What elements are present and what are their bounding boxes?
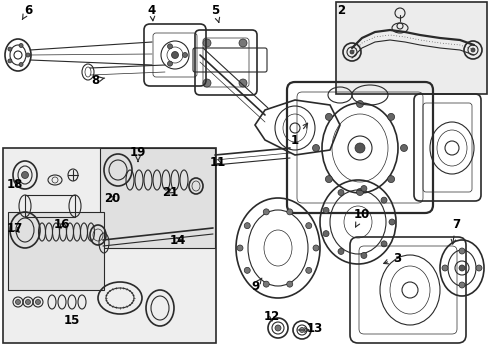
Bar [3, 148, 216, 343]
Circle shape [387, 113, 394, 120]
Circle shape [239, 79, 246, 87]
Text: 20: 20 [103, 192, 120, 204]
Circle shape [323, 207, 328, 213]
Circle shape [239, 39, 246, 47]
Circle shape [171, 51, 178, 58]
Circle shape [337, 190, 343, 195]
Circle shape [380, 197, 386, 203]
Text: 15: 15 [63, 314, 80, 327]
Text: 14: 14 [169, 234, 186, 247]
Circle shape [380, 241, 386, 247]
Bar [25, 195, 75, 217]
Circle shape [312, 245, 318, 251]
Circle shape [244, 267, 250, 273]
Circle shape [167, 61, 172, 66]
Text: 16: 16 [54, 217, 70, 230]
Text: 5: 5 [210, 4, 219, 22]
Text: 18: 18 [7, 177, 23, 190]
Text: 7: 7 [450, 217, 459, 244]
Circle shape [470, 48, 474, 52]
Circle shape [325, 113, 332, 120]
Bar [100, 148, 215, 248]
Text: 11: 11 [209, 156, 225, 168]
Text: 17: 17 [7, 221, 23, 234]
Circle shape [305, 223, 311, 229]
Circle shape [21, 171, 28, 179]
Circle shape [8, 47, 12, 51]
Circle shape [360, 185, 366, 192]
Circle shape [25, 300, 30, 305]
Circle shape [388, 219, 394, 225]
Circle shape [441, 265, 447, 271]
Circle shape [354, 143, 364, 153]
Circle shape [244, 223, 250, 229]
Text: 12: 12 [264, 310, 280, 323]
Bar [335, 2, 486, 94]
Circle shape [323, 231, 328, 237]
Circle shape [305, 267, 311, 273]
Circle shape [203, 79, 210, 87]
Text: 21: 21 [162, 185, 178, 198]
Circle shape [8, 59, 12, 63]
Circle shape [299, 328, 304, 333]
Text: 4: 4 [147, 4, 156, 21]
Circle shape [458, 282, 464, 288]
Circle shape [475, 265, 481, 271]
Circle shape [325, 176, 332, 183]
Circle shape [167, 44, 172, 49]
Text: 2: 2 [336, 4, 345, 17]
Circle shape [19, 63, 23, 67]
Text: 10: 10 [353, 208, 369, 227]
Text: 6: 6 [22, 4, 32, 19]
Circle shape [203, 39, 210, 47]
Circle shape [337, 248, 343, 255]
Circle shape [286, 281, 292, 287]
Text: 3: 3 [383, 252, 400, 265]
Text: 9: 9 [250, 278, 262, 293]
Circle shape [458, 248, 464, 254]
Circle shape [237, 245, 243, 251]
Text: 8: 8 [91, 73, 104, 86]
Circle shape [263, 281, 269, 287]
Circle shape [19, 44, 23, 48]
Circle shape [387, 176, 394, 183]
Circle shape [349, 50, 353, 54]
Text: 13: 13 [306, 321, 323, 334]
Circle shape [16, 300, 20, 305]
Circle shape [312, 144, 319, 152]
Circle shape [360, 252, 366, 258]
Circle shape [356, 100, 363, 108]
Text: 19: 19 [129, 145, 146, 161]
Circle shape [26, 53, 30, 57]
Circle shape [356, 189, 363, 195]
Circle shape [36, 300, 41, 305]
Circle shape [182, 53, 187, 58]
Circle shape [274, 325, 281, 331]
Text: 1: 1 [290, 123, 307, 147]
Circle shape [458, 265, 464, 271]
Bar [8, 212, 104, 290]
Circle shape [400, 144, 407, 152]
Circle shape [286, 209, 292, 215]
Circle shape [263, 209, 269, 215]
